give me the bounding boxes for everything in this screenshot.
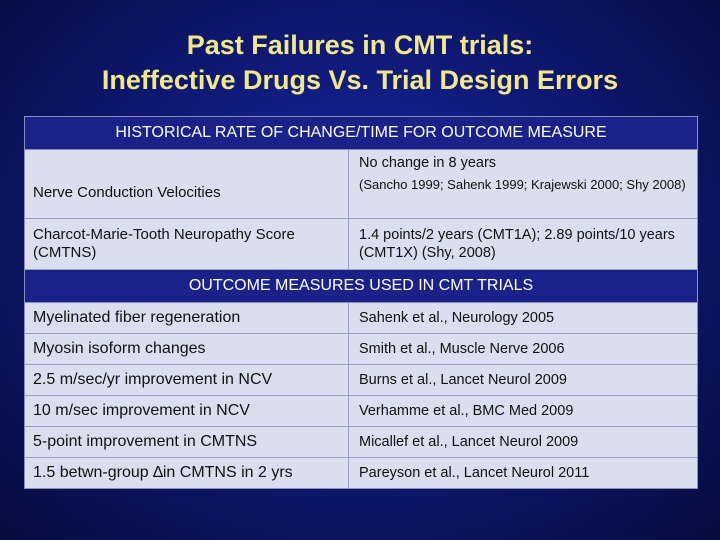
measure-cell: 5-point improvement in CMTNS xyxy=(25,427,349,457)
table-row: Myosin isoform changes Smith et al., Mus… xyxy=(25,334,697,365)
reference-text: (Sancho 1999; Sahenk 1999; Krajewski 200… xyxy=(359,177,686,192)
measure-cell: Nerve Conduction Velocities xyxy=(25,150,349,218)
source-cell: Pareyson et al., Lancet Neurol 2011 xyxy=(349,458,697,488)
table-row: 1.5 betwn-group ∆in CMTNS in 2 yrs Parey… xyxy=(25,458,697,488)
table-row: Myelinated fiber regeneration Sahenk et … xyxy=(25,303,697,334)
slide-title: Past Failures in CMT trials: Ineffective… xyxy=(0,28,720,98)
source-cell: Burns et al., Lancet Neurol 2009 xyxy=(349,365,697,395)
measure-cell: Charcot-Marie-Tooth Neuropathy Score (CM… xyxy=(25,219,349,269)
measure-cell: Myelinated fiber regeneration xyxy=(25,303,349,333)
table-row: Charcot-Marie-Tooth Neuropathy Score (CM… xyxy=(25,219,697,270)
finding-cell: 1.4 points/2 years (CMT1A); 2.89 points/… xyxy=(349,219,697,269)
finding-cell: No change in 8 years (Sancho 1999; Sahen… xyxy=(349,150,697,218)
source-cell: Smith et al., Muscle Nerve 2006 xyxy=(349,334,697,364)
title-line-1: Past Failures in CMT trials: xyxy=(186,30,534,60)
source-cell: Sahenk et al., Neurology 2005 xyxy=(349,303,697,333)
summary-table: HISTORICAL RATE OF CHANGE/TIME FOR OUTCO… xyxy=(24,116,698,489)
title-line-2: Ineffective Drugs Vs. Trial Design Error… xyxy=(101,65,619,95)
measure-cell: 1.5 betwn-group ∆in CMTNS in 2 yrs xyxy=(25,458,349,488)
source-cell: Micallef et al., Lancet Neurol 2009 xyxy=(349,427,697,457)
measure-cell: 10 m/sec improvement in NCV xyxy=(25,396,349,426)
source-cell: Verhamme et al., BMC Med 2009 xyxy=(349,396,697,426)
table-row: 10 m/sec improvement in NCV Verhamme et … xyxy=(25,396,697,427)
measure-cell: Myosin isoform changes xyxy=(25,334,349,364)
measure-cell: 2.5 m/sec/yr improvement in NCV xyxy=(25,365,349,395)
table-row: 2.5 m/sec/yr improvement in NCV Burns et… xyxy=(25,365,697,396)
measure-text: Charcot-Marie-Tooth Neuropathy Score (CM… xyxy=(33,226,295,261)
measure-text: Nerve Conduction Velocities xyxy=(33,184,221,201)
table-row: Nerve Conduction Velocities No change in… xyxy=(25,150,697,219)
finding-text: 1.4 points/2 years (CMT1A); 2.89 points/… xyxy=(359,227,675,261)
finding-text: No change in 8 years xyxy=(359,155,497,171)
historical-header: HISTORICAL RATE OF CHANGE/TIME FOR OUTCO… xyxy=(25,117,697,150)
outcomes-header: OUTCOME MEASURES USED IN CMT TRIALS xyxy=(25,270,697,303)
table-row: 5-point improvement in CMTNS Micallef et… xyxy=(25,427,697,458)
